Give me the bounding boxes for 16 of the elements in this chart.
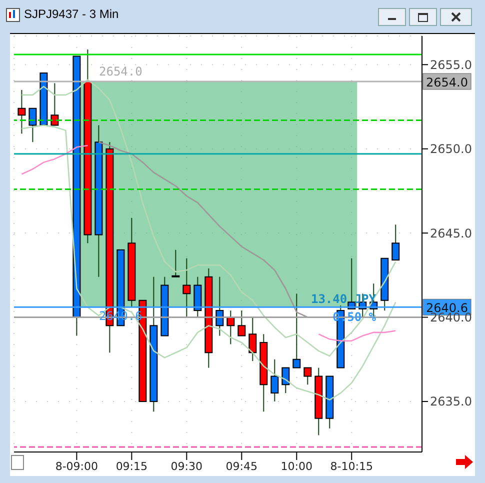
y-tick-label: 2655.0: [430, 58, 472, 72]
x-tick-label: 10:00: [280, 460, 312, 473]
y-tick-label: 2635.0: [430, 394, 472, 409]
annotation: 2654.0: [99, 64, 142, 78]
y-tick-label: 2650.0: [430, 142, 472, 156]
x-tick-label: 09:15: [116, 460, 148, 473]
x-tick-label: 8-09:00: [55, 460, 98, 473]
annotation: 0.50 %: [332, 310, 377, 324]
x-tick-label: 09:45: [226, 460, 258, 473]
x-tick-label: 09:30: [170, 460, 203, 473]
x-tick-label: 8-10:15: [330, 460, 373, 473]
y-tick-label: 2645.0: [430, 226, 472, 240]
line-series: [21, 79, 396, 357]
ref-line-label: 2654.0: [426, 75, 468, 90]
chart-title: SJPJ9437 - 3 Min: [24, 7, 119, 21]
annotation: 2640.6: [99, 309, 142, 324]
